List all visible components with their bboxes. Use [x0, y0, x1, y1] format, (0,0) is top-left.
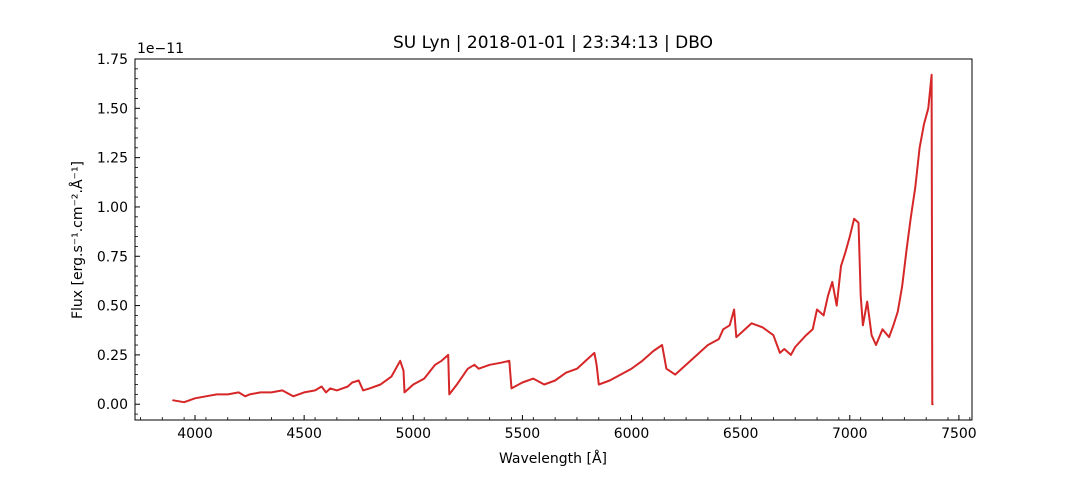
- plot-frame: [134, 58, 973, 421]
- y-axis-label: Flux [erg.s⁻¹.cm⁻².Å⁻¹]: [69, 161, 86, 319]
- x-tick-label: 7500: [941, 426, 977, 442]
- x-tick-label: 4500: [286, 426, 322, 442]
- y-tick-label: 0.75: [97, 249, 128, 265]
- y-tick-label: 0.50: [97, 299, 128, 315]
- x-tick-label: 6500: [723, 426, 759, 442]
- x-tick-label: 5000: [395, 426, 431, 442]
- series-line: [172, 73, 934, 406]
- series-layer: [172, 73, 934, 406]
- y-tick-label: 1.50: [97, 101, 128, 117]
- y-offset-label: 1e−11: [137, 41, 184, 57]
- y-tick-label: 0.00: [97, 397, 128, 413]
- y-tick-label: 1.25: [97, 151, 128, 167]
- x-axis-label: Wavelength [Å]: [499, 450, 607, 467]
- x-tick-label: 6000: [614, 426, 650, 442]
- x-tick-label: 7000: [832, 426, 868, 442]
- y-tick-label: 1.00: [97, 200, 128, 216]
- axis-ticks: 4000 4500 5000 5500 6000 6500 7000 7500 0.00 0.25…: [97, 52, 977, 442]
- x-tick-label: 5500: [505, 426, 541, 442]
- y-tick-label: 0.25: [97, 348, 128, 364]
- y-tick-label: 1.75: [97, 52, 128, 68]
- chart-title: SU Lyn | 2018-01-01 | 23:34:13 | DBO: [393, 33, 713, 53]
- x-tick-label: 4000: [177, 426, 213, 442]
